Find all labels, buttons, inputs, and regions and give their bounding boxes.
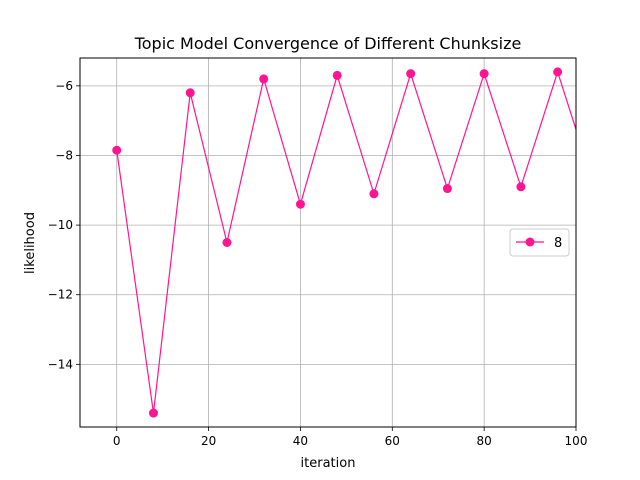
y-tick-label: −14 [48,357,73,371]
grid [80,58,577,427]
x-tick-label: 20 [201,434,216,448]
data-point [406,69,416,79]
data-point [479,69,489,79]
x-tick-label: 0 [113,434,121,448]
data-point [148,408,158,418]
y-tick-label: −12 [48,288,73,302]
plot-frame [79,57,577,428]
y-tick-label: −8 [55,148,73,162]
x-tick-label: 40 [293,434,308,448]
legend: 8 [509,228,570,257]
data-point [332,70,342,80]
x-tick-label: 60 [385,434,400,448]
x-tick-label: 100 [565,434,588,448]
ticks: 0 20 40 60 80 100 −14 −12 −10 −8 −6 [48,79,588,448]
legend-marker [525,237,535,247]
data-point [516,182,526,192]
x-axis-label: iteration [301,456,356,471]
y-axis-label: likelihood [23,212,38,274]
y-tick-label: −6 [55,79,73,93]
data-point [369,189,379,199]
y-tick-label: −10 [48,218,73,232]
legend-label: 8 [554,236,562,251]
data-point [259,74,269,84]
data-point [222,238,232,247]
data-point [112,145,122,155]
chart-title: Topic Model Convergence of Different Chu… [134,34,522,53]
x-tick-label: 80 [477,434,492,448]
series-line [116,69,576,414]
data-point [553,67,563,77]
data-point [295,199,305,209]
data-point [442,184,452,194]
plot-area [112,67,576,418]
data-point [185,88,195,98]
